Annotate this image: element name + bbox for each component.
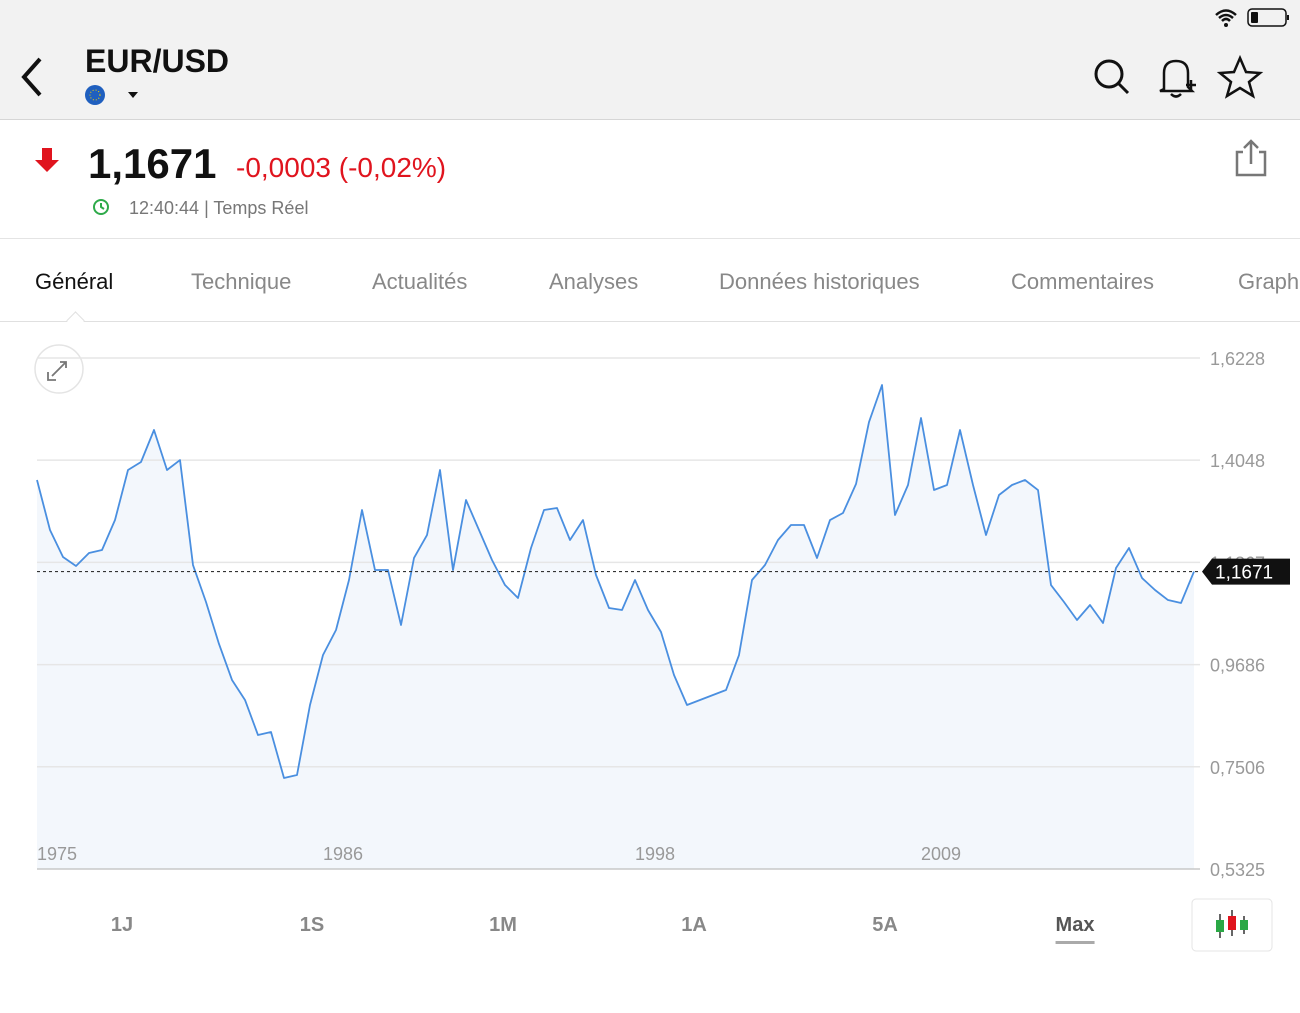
tab[interactable]: Général (35, 269, 114, 294)
x-tick-label: 1998 (635, 844, 675, 864)
divider (0, 238, 1300, 239)
y-tick-label: 0,9686 (1210, 656, 1265, 676)
price: 1,1671 (88, 140, 217, 187)
period-button[interactable]: Max (1055, 914, 1095, 944)
price-change: -0,0003 (-0,02%) (236, 152, 447, 183)
candle-button[interactable] (1191, 898, 1273, 952)
price-tag-label: 1,1671 (1215, 563, 1273, 584)
period-button[interactable]: 1A (681, 914, 707, 936)
tab[interactable]: Données historiques (719, 269, 920, 294)
period-button[interactable]: 5A (872, 914, 898, 936)
clock-icon (93, 199, 109, 215)
tab-bar: Général Technique Actualités Analyses Donnée… (0, 239, 1300, 322)
period-button[interactable]: 1J (110, 914, 134, 936)
price-line (36, 384, 1195, 779)
period-button[interactable]: 1S (299, 914, 325, 936)
y-tick-label: 0,7506 (1210, 758, 1265, 778)
tab[interactable]: Graphique (1238, 269, 1300, 294)
chart: 1,62281,40481,18670,96860,75060,53251975… (34, 344, 1290, 952)
flag-dropdown[interactable] (84, 85, 144, 107)
tab[interactable]: Technique (191, 269, 292, 294)
back-button[interactable] (18, 57, 48, 97)
expand-button[interactable] (34, 344, 84, 394)
y-tick-label: 1,6228 (1210, 349, 1265, 369)
tab[interactable]: Commentaires (1011, 269, 1155, 294)
status-icons (1215, 8, 1289, 27)
share-button[interactable] (1234, 138, 1268, 178)
x-tick-label: 2009 (921, 844, 961, 864)
x-tick-label: 1975 (37, 844, 77, 864)
price-tag (1202, 558, 1290, 585)
y-tick-label: 0,5325 (1210, 860, 1265, 880)
x-tick-label: 1986 (323, 844, 363, 864)
header: EUR/USD (0, 35, 1300, 120)
header-icons[interactable] (1090, 53, 1270, 103)
area-fill (37, 384, 1194, 869)
quote-time: 12:40:44 | Temps Réel (129, 198, 309, 218)
instrument-title: EUR/USD (85, 43, 230, 79)
period-button[interactable]: 1M (489, 914, 517, 936)
y-tick-label: 1,4048 (1210, 451, 1265, 471)
status-bar (0, 0, 1300, 35)
tab[interactable]: Actualités (372, 269, 468, 294)
tab[interactable]: Analyses (549, 269, 639, 294)
down-arrow (35, 148, 59, 172)
